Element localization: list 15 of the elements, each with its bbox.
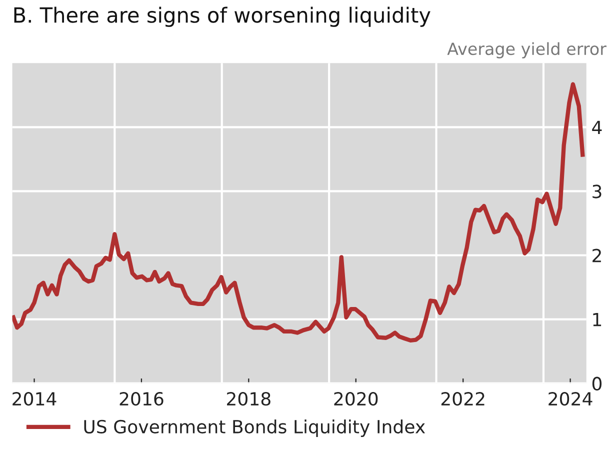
legend-label: US Government Bonds Liquidity Index <box>84 420 426 438</box>
x-tick-label: 2022 <box>441 392 484 406</box>
y-tick-label: 0 <box>592 376 602 390</box>
chart-title: B. There are signs of worsening liquidity <box>14 6 430 27</box>
y-tick-label: 2 <box>592 248 601 262</box>
x-tick-label: 2020 <box>334 392 378 406</box>
line-series <box>12 82 585 343</box>
y-tick-label: 3 <box>592 184 602 198</box>
y-tick-label: 1 <box>593 313 602 326</box>
x-tick-label: 2018 <box>227 392 270 406</box>
x-tick-label: 2024 <box>548 392 592 406</box>
x-tick-label: 2016 <box>120 392 164 406</box>
y-axis-title: Average yield error <box>447 42 606 58</box>
y-tick-label: 4 <box>592 120 602 134</box>
x-tick-label: 2014 <box>12 392 56 406</box>
